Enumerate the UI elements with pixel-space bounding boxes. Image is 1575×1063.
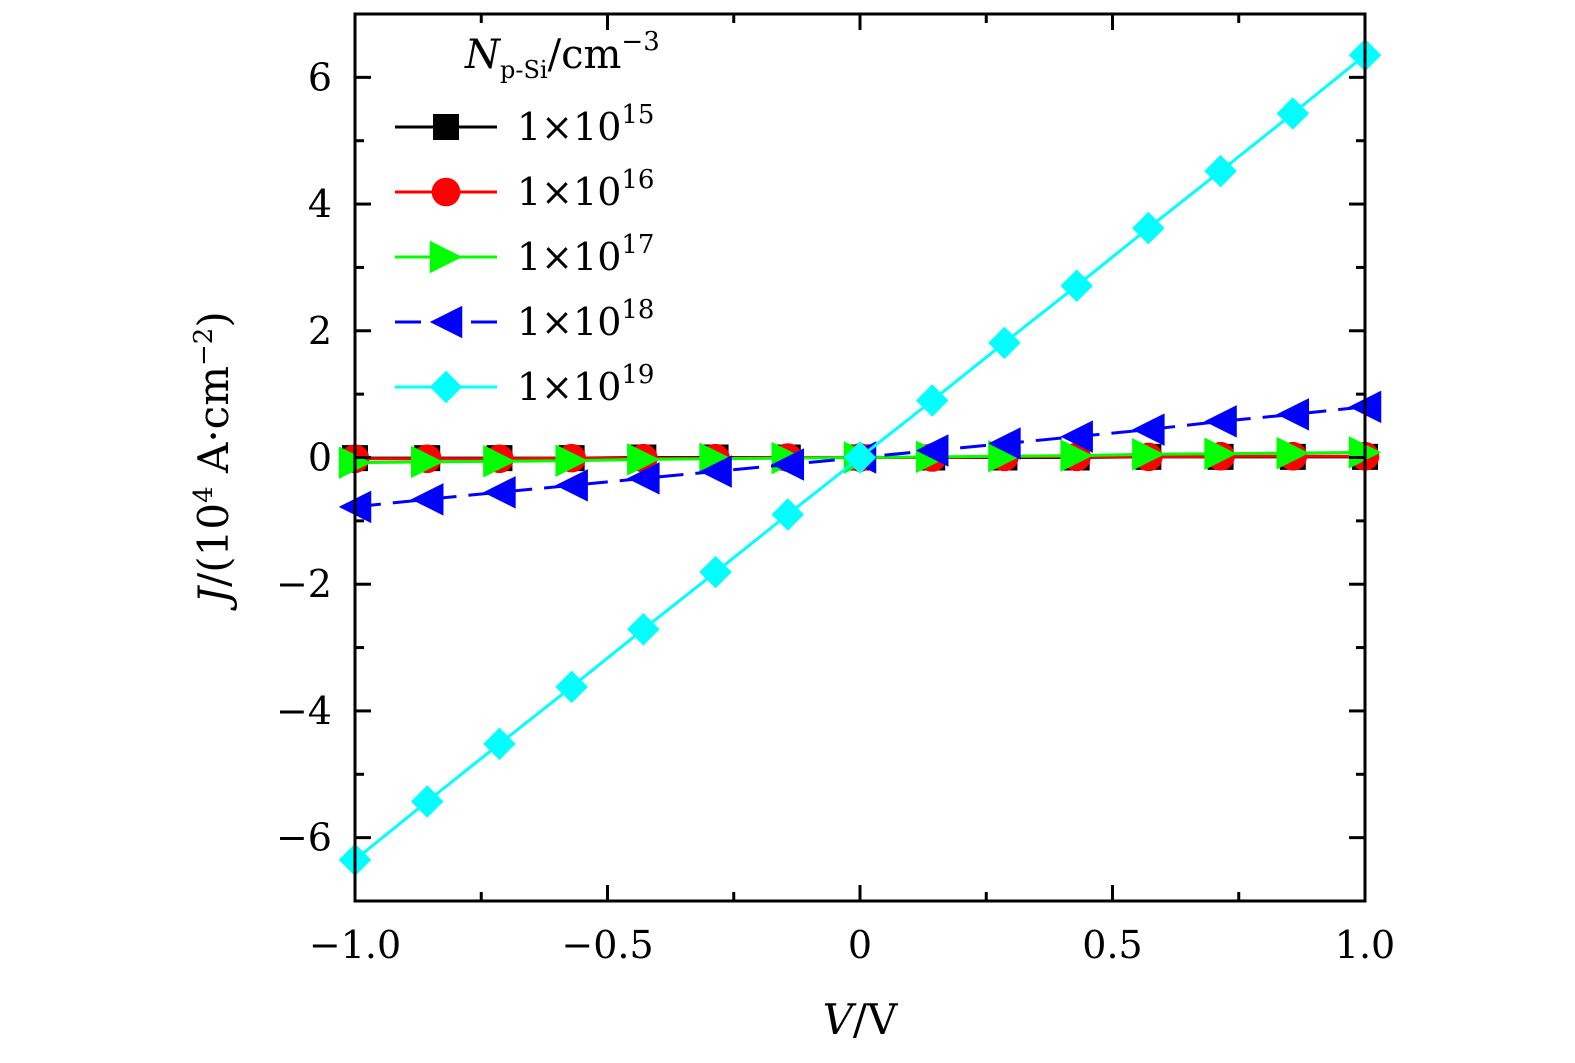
diamond-marker bbox=[555, 670, 588, 704]
diamond-marker bbox=[843, 441, 877, 474]
diamond-marker bbox=[429, 370, 463, 404]
y-tick-label: 6 bbox=[308, 55, 332, 99]
y-tick-label: 4 bbox=[308, 182, 332, 226]
triangle-left-marker bbox=[1132, 413, 1165, 446]
legend-label-exp: 19 bbox=[621, 360, 654, 390]
triangle-left-marker bbox=[1204, 405, 1237, 438]
triangle-right-marker bbox=[699, 442, 732, 476]
x-tick-label: 1.0 bbox=[1335, 923, 1395, 967]
triangle-right-marker bbox=[1204, 437, 1237, 470]
legend-label-exp: 16 bbox=[621, 165, 654, 195]
y-axis-unit2: A·cm bbox=[189, 366, 238, 486]
triangle-left-marker bbox=[988, 427, 1021, 460]
legend-title-var: N bbox=[464, 32, 502, 78]
legend-label-exp: 15 bbox=[621, 100, 654, 130]
triangle-right-marker bbox=[410, 445, 444, 479]
triangle-right-marker bbox=[429, 240, 463, 274]
diamond-marker bbox=[1204, 154, 1237, 188]
legend-label-base: 1×10 bbox=[517, 105, 621, 149]
diamond-marker bbox=[988, 326, 1021, 360]
circle-marker bbox=[431, 177, 461, 207]
triangle-right-marker bbox=[483, 445, 516, 478]
triangle-left-marker bbox=[410, 483, 444, 516]
legend-label: 1×1019 bbox=[517, 360, 654, 409]
triangle-left-marker bbox=[483, 476, 516, 509]
diamond-marker bbox=[771, 498, 805, 531]
x-tick-label: 0.5 bbox=[1082, 923, 1142, 967]
legend-label-base: 1×10 bbox=[517, 235, 621, 279]
y-axis-exp: 4 bbox=[189, 486, 219, 503]
series-layer bbox=[338, 38, 1382, 877]
x-axis-label: V/V bbox=[823, 995, 898, 1044]
legend-item: 1×1016 bbox=[395, 165, 654, 214]
legend-item: 1×1018 bbox=[395, 295, 654, 344]
y-axis-close: ) bbox=[189, 311, 238, 327]
axis-ticks: −1.0 −0.5 0 0.5 1.0 −6 −4 −2 0 2 4 6 bbox=[276, 12, 1395, 967]
legend-title-sub: p-Si bbox=[500, 56, 548, 84]
triangle-left-marker bbox=[771, 448, 805, 481]
legend-title-exp: −3 bbox=[621, 27, 659, 57]
legend-label-base: 1×10 bbox=[517, 300, 621, 344]
x-tick-label: −1.0 bbox=[309, 923, 401, 967]
diamond-marker bbox=[699, 555, 732, 589]
legend-label-base: 1×10 bbox=[517, 170, 621, 214]
diamond-marker bbox=[410, 785, 444, 818]
legend-label-exp: 18 bbox=[621, 295, 654, 325]
y-tick-label: −4 bbox=[276, 689, 332, 733]
diamond-marker bbox=[1132, 211, 1165, 245]
legend-item: 1×1017 bbox=[395, 230, 654, 279]
diamond-marker bbox=[627, 612, 660, 646]
y-tick-label: −6 bbox=[276, 816, 332, 860]
triangle-right-marker bbox=[1132, 438, 1165, 471]
diamond-marker bbox=[1060, 269, 1093, 303]
legend-label-base: 1×10 bbox=[517, 365, 621, 409]
series-19 bbox=[338, 38, 1382, 877]
triangle-left-marker bbox=[429, 305, 463, 339]
legend-label-exp: 17 bbox=[621, 230, 654, 260]
x-axis-unit: /V bbox=[853, 995, 898, 1044]
x-axis-var: V bbox=[823, 995, 857, 1044]
y-tick-label: 0 bbox=[308, 436, 332, 480]
triangle-left-marker bbox=[915, 434, 949, 467]
legend-title: Np-Si/cm−3 bbox=[464, 27, 660, 84]
y-tick-label: −2 bbox=[276, 562, 332, 606]
diamond-marker bbox=[915, 384, 949, 417]
triangle-right-marker bbox=[555, 444, 588, 477]
triangle-left-marker bbox=[699, 455, 732, 488]
triangle-right-marker bbox=[1060, 439, 1093, 472]
legend-label: 1×1016 bbox=[517, 165, 654, 214]
x-tick-label: 0 bbox=[848, 923, 872, 967]
diamond-marker bbox=[1276, 97, 1310, 130]
y-axis-label: J/(104 A·cm−2) bbox=[189, 311, 238, 611]
y-axis-var: J bbox=[189, 585, 238, 612]
triangle-right-marker bbox=[988, 439, 1021, 473]
legend-item: 1×1019 bbox=[395, 360, 654, 409]
diamond-marker bbox=[483, 727, 516, 761]
triangle-left-marker bbox=[555, 469, 588, 502]
legend-label: 1×1018 bbox=[517, 295, 654, 344]
legend: Np-Si/cm−3 1×10151×10161×10171×10181×101… bbox=[395, 27, 660, 409]
legend-title-unit: /cm bbox=[548, 32, 622, 78]
y-axis-exp2: −2 bbox=[189, 328, 219, 366]
triangle-right-marker bbox=[1276, 436, 1310, 470]
y-tick-label: 2 bbox=[308, 309, 332, 353]
triangle-left-marker bbox=[1276, 398, 1310, 431]
square-marker bbox=[433, 114, 459, 140]
triangle-left-marker bbox=[627, 462, 660, 495]
x-tick-label: −0.5 bbox=[561, 923, 653, 967]
legend-label: 1×1015 bbox=[517, 100, 654, 149]
triangle-left-marker bbox=[1060, 420, 1093, 453]
legend-label: 1×1017 bbox=[517, 230, 654, 279]
y-axis-unit: /(10 bbox=[189, 503, 238, 587]
triangle-right-marker bbox=[627, 443, 660, 476]
legend-item: 1×1015 bbox=[395, 100, 654, 149]
